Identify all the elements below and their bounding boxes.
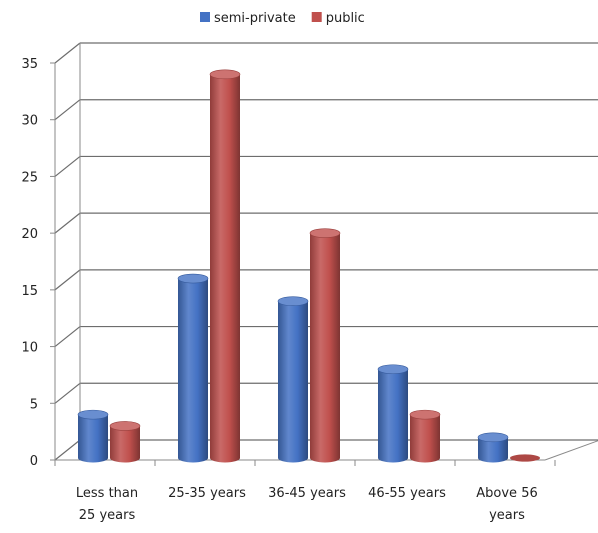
- bar: [377, 364, 409, 463]
- legend-label: semi-private: [214, 11, 296, 26]
- y-tick-label: 15: [21, 284, 38, 299]
- y-tick-label: 25: [21, 170, 38, 185]
- legend-swatch: [311, 12, 322, 22]
- bar: [109, 421, 141, 463]
- legend-item: public: [311, 11, 365, 26]
- bar: [177, 273, 209, 463]
- x-tick-label: 46-55 years: [368, 486, 446, 501]
- x-tick-label: 36-45 years: [268, 486, 346, 501]
- y-tick-label: 30: [21, 114, 38, 129]
- y-tick-label: 0: [30, 454, 38, 469]
- y-tick-label: 10: [21, 341, 38, 356]
- y-tick-label: 35: [21, 57, 38, 72]
- axis-layer: 0 5 10 15 20 25 30 35 Less than 25 years 25-35 yea…: [21, 57, 556, 523]
- bars-layer: [77, 69, 540, 463]
- bar: [209, 69, 241, 463]
- x-tick-label: 25-35 years: [168, 486, 246, 501]
- bar: [409, 409, 441, 463]
- bar: [77, 409, 109, 463]
- bar: [477, 432, 509, 463]
- legend-swatch: [200, 12, 210, 22]
- legend-label: public: [326, 11, 365, 26]
- legend: semi-private public: [200, 11, 365, 26]
- bar: [309, 228, 341, 463]
- y-tick-label: 20: [21, 227, 38, 242]
- x-tick-label: Above 56 years: [476, 486, 537, 523]
- bar: [510, 454, 540, 462]
- bar: [277, 296, 309, 463]
- legend-item: semi-private: [200, 11, 296, 26]
- y-tick-label: 5: [30, 397, 38, 412]
- x-tick-label: Less than 25 years: [76, 486, 138, 523]
